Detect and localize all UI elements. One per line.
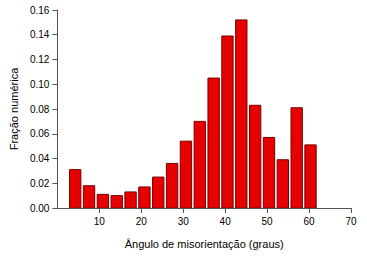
svg-text:40: 40 bbox=[220, 216, 232, 227]
svg-text:20: 20 bbox=[136, 216, 148, 227]
svg-text:0.02: 0.02 bbox=[30, 178, 50, 189]
svg-text:0.10: 0.10 bbox=[30, 79, 50, 90]
svg-text:70: 70 bbox=[345, 216, 357, 227]
svg-text:0.06: 0.06 bbox=[30, 128, 50, 139]
svg-text:0.04: 0.04 bbox=[30, 153, 50, 164]
svg-text:0.12: 0.12 bbox=[30, 54, 50, 65]
svg-text:30: 30 bbox=[178, 216, 190, 227]
svg-text:0.00: 0.00 bbox=[30, 203, 50, 214]
svg-text:60: 60 bbox=[303, 216, 315, 227]
svg-text:10: 10 bbox=[94, 216, 106, 227]
svg-text:0.08: 0.08 bbox=[30, 104, 50, 115]
svg-text:0.16: 0.16 bbox=[30, 5, 50, 16]
svg-text:Fração numérica: Fração numérica bbox=[8, 67, 20, 150]
svg-text:0.14: 0.14 bbox=[30, 29, 50, 40]
svg-text:50: 50 bbox=[262, 216, 274, 227]
svg-text:Ângulo de misorientação (graus: Ângulo de misorientação (graus) bbox=[125, 238, 284, 250]
